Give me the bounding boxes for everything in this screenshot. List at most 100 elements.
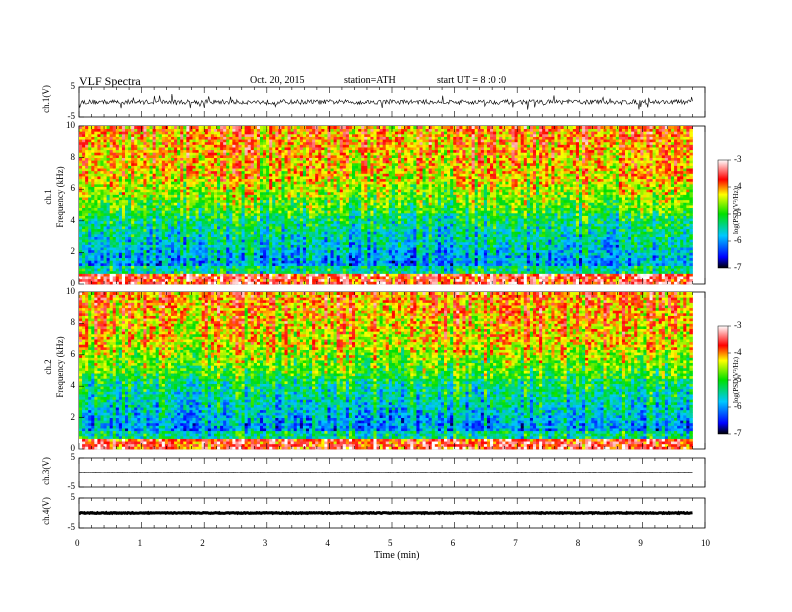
spectrogram-cell [226, 155, 229, 158]
spectrogram-cell [211, 229, 214, 232]
spectrogram-cell [116, 242, 119, 245]
spectrogram-cell [85, 134, 88, 137]
spectrogram-cell [315, 144, 318, 147]
spectrogram-cell [205, 184, 208, 187]
spectrogram-cell [214, 263, 217, 266]
spectrogram-cell [297, 242, 300, 245]
spectrogram-cell [119, 168, 122, 171]
spectrogram-cell [79, 231, 82, 234]
spectrogram-cell [318, 144, 321, 147]
spectrogram-cell [266, 218, 269, 221]
spectrogram-cell [318, 266, 321, 269]
spectrogram-cell [318, 166, 321, 169]
spectrogram-cell [180, 213, 183, 216]
spectrogram-cell [165, 173, 168, 176]
spectrogram-cell [263, 189, 266, 192]
spectrogram-cell [211, 252, 214, 255]
spectrogram-cell [260, 205, 263, 208]
spectrogram-cell [321, 268, 324, 271]
spectrogram-cell [119, 279, 122, 282]
spectrogram-cell [205, 134, 208, 137]
spectrogram-cell [220, 168, 223, 171]
spectrogram-cell [97, 252, 100, 255]
spectrogram-cell [202, 231, 205, 234]
spectrogram-cell [229, 266, 232, 269]
spectrogram-cell [137, 181, 140, 184]
spectrogram-cell [100, 223, 103, 226]
spectrogram-cell [278, 189, 281, 192]
spectrogram-cell [226, 166, 229, 169]
spectrogram-cell [79, 150, 82, 153]
spectrogram-cell [128, 144, 131, 147]
spectrogram-cell [245, 166, 248, 169]
spectrogram-cell [131, 144, 134, 147]
spectrogram-cell [297, 126, 300, 129]
spectrogram-cell [177, 168, 180, 171]
spectrogram-cell [239, 281, 242, 284]
spectrogram-cell [297, 158, 300, 161]
spectrogram-cell [159, 166, 162, 169]
spectrogram-cell [300, 213, 303, 216]
spectrogram-cell [156, 271, 159, 274]
spectrogram-cell [113, 273, 116, 276]
spectrogram-cell [94, 158, 97, 161]
spectrogram-cell [324, 239, 327, 242]
spectrogram-cell [85, 216, 88, 219]
spectrogram-cell [242, 163, 245, 166]
spectrogram-cell [143, 213, 146, 216]
spectrogram-cell [275, 129, 278, 132]
spectrogram-cell [183, 126, 186, 129]
spectrogram-cell [312, 139, 315, 142]
spectrogram-cell [248, 134, 251, 137]
spectrogram-cell [275, 179, 278, 182]
spectrogram-cell [257, 197, 260, 200]
spectrogram-cell [223, 213, 226, 216]
spectrogram-cell [91, 142, 94, 145]
spectrogram-cell [113, 250, 116, 253]
spectrogram-cell [150, 152, 153, 155]
spectrogram-cell [278, 160, 281, 163]
spectrogram-cell [143, 179, 146, 182]
spectrogram-cell [165, 192, 168, 195]
spectrogram-cell [285, 281, 288, 284]
spectrogram-cell [119, 268, 122, 271]
spectrogram-cell [140, 197, 143, 200]
spectrogram-cell [97, 223, 100, 226]
spectrogram-cell [113, 260, 116, 263]
spectrogram-cell [85, 260, 88, 263]
spectrogram-cell [82, 144, 85, 147]
spectrogram-cell [303, 273, 306, 276]
spectrogram-cell [205, 179, 208, 182]
spectrogram-cell [196, 268, 199, 271]
spectrogram-cell [107, 279, 110, 282]
spectrogram-cell [211, 171, 214, 174]
spectrogram-cell [180, 216, 183, 219]
spectrogram-cell [288, 229, 291, 232]
spectrogram-cell [275, 263, 278, 266]
spectrogram-cell [309, 158, 312, 161]
spectrogram-cell [140, 205, 143, 208]
spectrogram-cell [97, 160, 100, 163]
spectrogram-cell [199, 276, 202, 279]
spectrogram-cell [94, 216, 97, 219]
spectrogram-cell [291, 247, 294, 250]
spectrogram-cell [153, 200, 156, 203]
spectrogram-cell [171, 263, 174, 266]
spectrogram-cell [288, 192, 291, 195]
spectrogram-cell [110, 223, 113, 226]
spectrogram-cell [122, 202, 125, 205]
spectrogram-cell [220, 197, 223, 200]
spectrogram-cell [97, 126, 100, 129]
spectrogram-cell [128, 271, 131, 274]
spectrogram-cell [113, 131, 116, 134]
spectrogram-cell [196, 213, 199, 216]
spectrogram-cell [146, 158, 149, 161]
spectrogram-cell [85, 163, 88, 166]
spectrogram-cell [245, 258, 248, 261]
spectrogram-cell [156, 179, 159, 182]
spectrogram-cell [94, 200, 97, 203]
spectrogram-cell [275, 194, 278, 197]
spectrogram-cell [294, 134, 297, 137]
spectrogram-cell [128, 250, 131, 253]
spectrogram-cell [229, 252, 232, 255]
